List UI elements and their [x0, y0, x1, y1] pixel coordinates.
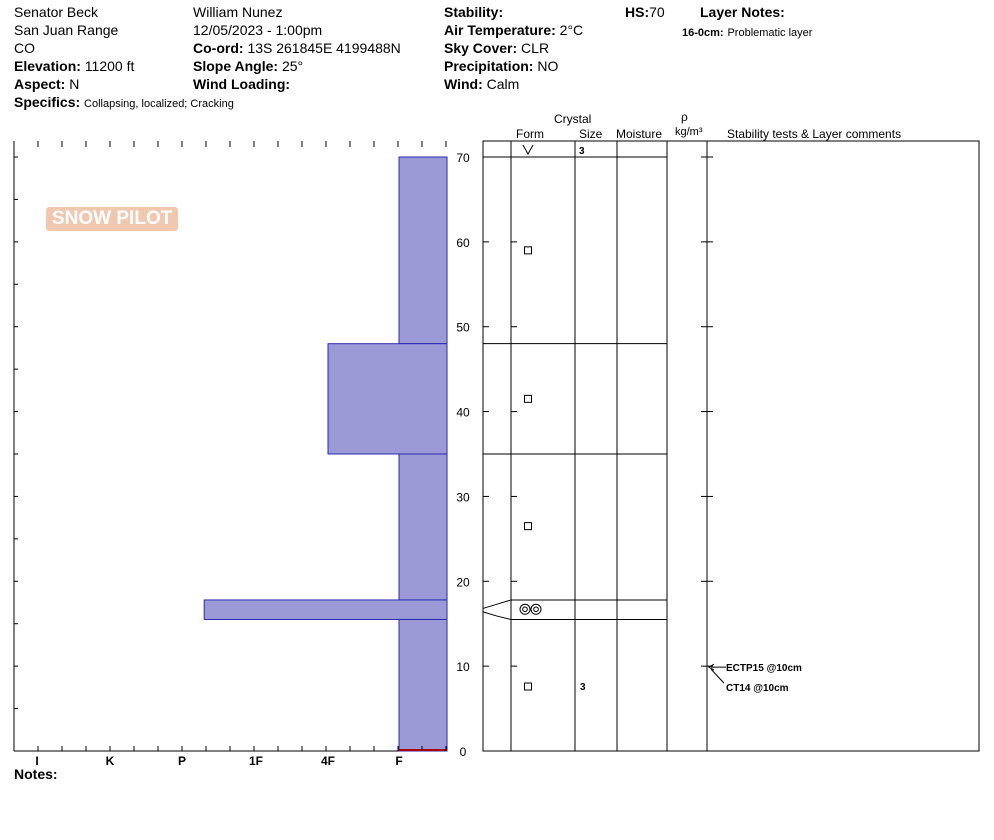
elevation: Elevation: 11200 ft: [14, 58, 134, 74]
stability-test-label-0: ECTP15 @10cm: [726, 663, 802, 674]
depth-label-0: 0: [460, 745, 467, 759]
elevation-label: Elevation:: [14, 58, 81, 74]
sky-value: CLR: [521, 40, 550, 56]
datetime: 12/05/2023 - 1:00pm: [193, 22, 323, 38]
notes-label: Notes:: [14, 766, 58, 782]
coord-label: Co-ord:: [193, 40, 244, 56]
layer-table-frame: [482, 140, 980, 752]
air-temp-label: Air Temperature:: [444, 22, 556, 38]
location: Senator Beck: [14, 4, 99, 20]
form-square-icon-2: [524, 522, 532, 531]
surface-hoar-icon-ring-0: [519, 603, 531, 615]
wind-loading: Wind Loading:: [193, 76, 290, 92]
wind-label: Wind:: [444, 76, 483, 92]
hs-label: HS:: [625, 4, 650, 20]
surface-hoar-icon-core-1: [533, 606, 539, 613]
wind-loading-label: Wind Loading:: [193, 76, 291, 92]
coord: Co-ord: 13S 261845E 4199488N: [193, 40, 401, 56]
stability-test-pointer-1: [710, 668, 725, 684]
specifics-value: Collapsing, localized; Cracking: [84, 98, 234, 110]
surface-size-label: 3: [579, 146, 585, 157]
hardness-label-P: P: [178, 754, 186, 768]
stability-label: Stability:: [444, 4, 504, 20]
air-temp-value: 2°C: [559, 22, 584, 38]
coord-value: 13S 261845E 4199488N: [247, 40, 401, 56]
hardness-label-1F: 1F: [249, 754, 263, 768]
specifics-label: Specifics:: [14, 94, 81, 110]
layer-notes-label: Layer Notes:: [700, 4, 785, 20]
slope-label: Slope Angle:: [193, 58, 279, 74]
form-header: Form: [516, 127, 544, 141]
rho-header: ρ: [681, 110, 688, 124]
stability-test-arrow-0: [708, 663, 715, 671]
depth-label-10: 10: [456, 660, 470, 674]
aspect: Aspect: N: [14, 76, 79, 92]
wind: Wind: Calm: [444, 76, 519, 92]
hs: HS:70: [625, 4, 665, 20]
density-unit-header: kg/m³: [675, 126, 703, 138]
comments-header: Stability tests & Layer comments: [727, 127, 902, 141]
layer-note-text: Problematic layer: [727, 27, 813, 39]
range: San Juan Range: [14, 22, 119, 38]
depth-label-50: 50: [456, 321, 470, 335]
wind-value: Calm: [486, 76, 520, 92]
hardness-bar-4: [398, 618, 448, 752]
surface-hoar-icon-core-0: [522, 606, 528, 613]
precip-label: Precipitation:: [444, 58, 534, 74]
depth-label-60: 60: [456, 236, 470, 250]
crystal-header: Crystal: [554, 112, 592, 126]
surface-hoar-icon-ring-1: [530, 603, 542, 615]
stability: Stability:: [444, 4, 503, 20]
form-square-icon-3: [524, 682, 532, 691]
slope: Slope Angle: 25°: [193, 58, 303, 74]
state: CO: [14, 40, 35, 56]
size-header: Size: [579, 127, 603, 141]
hardness-bar-2: [398, 453, 448, 601]
layer-note-depth: 16-0cm:: [682, 27, 724, 39]
aspect-label: Aspect:: [14, 76, 66, 92]
depth-label-40: 40: [456, 406, 470, 420]
layer-note: 16-0cm: Problematic layer: [682, 23, 812, 41]
form-square-icon-0: [524, 246, 532, 255]
form-square-icon-1: [524, 394, 532, 403]
sky-cover: Sky Cover: CLR: [444, 40, 549, 56]
air-temperature: Air Temperature: 2°C: [444, 22, 583, 38]
aspect-value: N: [69, 76, 80, 92]
hs-value: 70: [649, 4, 665, 20]
hardness-label-I: I: [35, 754, 38, 768]
depth-label-70: 70: [456, 151, 470, 165]
hardness-bar-0: [398, 156, 448, 345]
hardness-bar-3: [203, 599, 448, 620]
v-form-icon: [522, 144, 534, 156]
hardness-label-F: F: [395, 754, 402, 768]
logo-text: SNOW PILOT: [46, 207, 179, 231]
sky-label: Sky Cover:: [444, 40, 518, 56]
hardness-bar-1: [327, 343, 448, 455]
depth-label-30: 30: [456, 490, 470, 504]
precip-value: NO: [537, 58, 559, 74]
elevation-value: 11200 ft: [84, 58, 135, 74]
stability-test-label-1: CT14 @10cm: [726, 683, 789, 694]
hardness-label-K: K: [106, 754, 115, 768]
observer: William Nunez: [193, 4, 283, 20]
hardness-label-4F: 4F: [321, 754, 335, 768]
moisture-header: Moisture: [616, 127, 663, 141]
thin-layer-connector-top: [482, 599, 512, 609]
slope-value: 25°: [281, 58, 304, 74]
depth-label-20: 20: [456, 575, 470, 589]
thin-layer-connector-bottom: [482, 611, 512, 620]
bottom-size-label: 3: [580, 682, 586, 693]
specifics: Specifics: Collapsing, localized; Cracki…: [14, 94, 234, 112]
precipitation: Precipitation: NO: [444, 58, 558, 74]
